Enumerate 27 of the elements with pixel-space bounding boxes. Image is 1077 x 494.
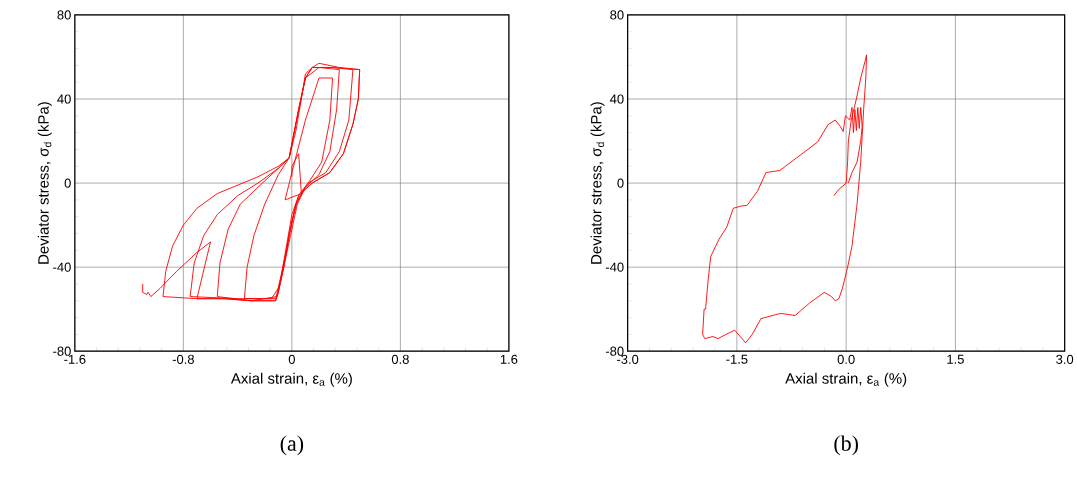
x-tick-label: 1.6 [500, 354, 518, 364]
x-tick-label: 0.8 [391, 354, 409, 364]
x-tick-label: -1.5 [726, 354, 748, 364]
y-axis-title: Deviator stress, σ$_{d}$ (kPa) [37, 102, 52, 264]
y-axis-title: Deviator stress, σ$_{d}$ (kPa) [590, 102, 605, 264]
y-tick-label: -80 [605, 346, 624, 356]
y-tick-label: 40 [57, 94, 71, 104]
x-axis-title: Axial strain, ε$_{a}$ (%) [230, 372, 352, 387]
y-tick-label: 80 [57, 10, 71, 20]
text: (b) [834, 435, 858, 456]
x-tick-label: 0.0 [837, 354, 855, 364]
x-tick-label: 3.0 [1056, 354, 1074, 364]
x-tick-label: -3.0 [617, 354, 639, 364]
x-axis-title: Axial strain, ε$_{a}$ (%) [785, 372, 907, 387]
y-tick-label: 0 [617, 178, 624, 188]
y-tick-label: -80 [53, 346, 71, 356]
y-tick-label: -40 [605, 262, 624, 272]
x-tick-label: -1.6 [64, 354, 86, 364]
x-tick-label: 0 [288, 354, 295, 364]
y-tick-label: 40 [609, 94, 624, 104]
text: (a) [280, 435, 304, 456]
line-series [702, 54, 867, 344]
x-tick-label: 1.5 [947, 354, 964, 364]
y-tick-label: 0 [64, 178, 71, 188]
y-tick-label: -40 [53, 262, 71, 272]
x-tick-label: -0.8 [172, 354, 194, 364]
y-tick-label: 80 [610, 10, 624, 20]
